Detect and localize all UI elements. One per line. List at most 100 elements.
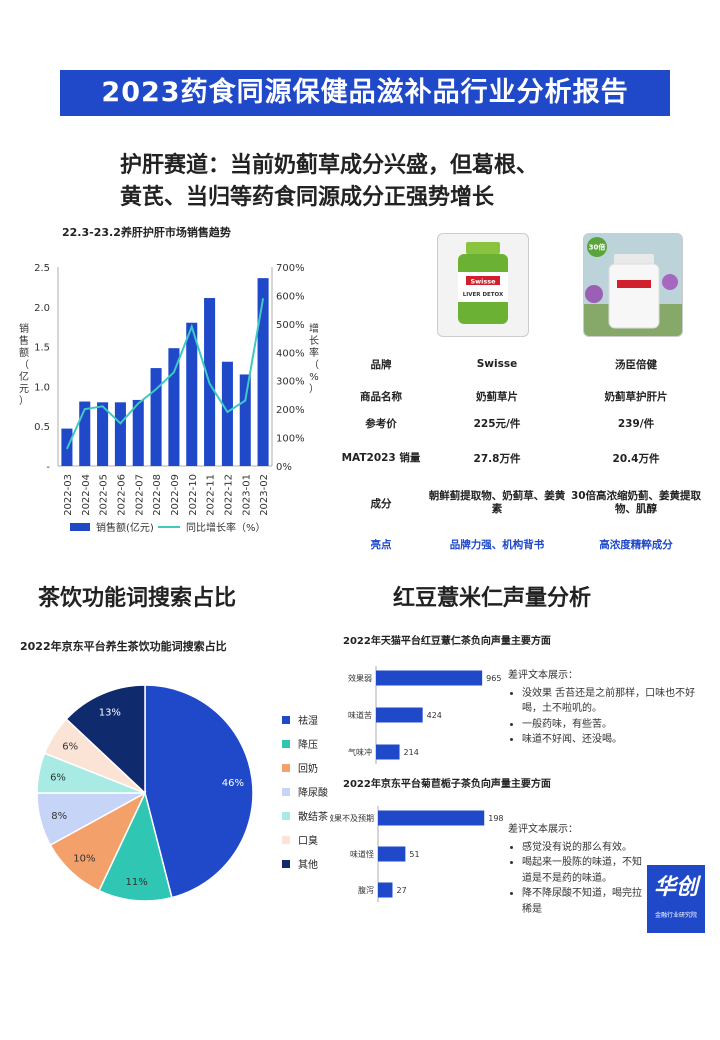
hbar-bar <box>378 882 393 898</box>
tangchen-product-name: 奶蓟草护肝片 <box>604 390 668 403</box>
legend-swatch <box>282 763 290 772</box>
x-tick-label: 2022-11 <box>206 474 217 516</box>
y-axis-label-char: （ <box>19 359 29 371</box>
pie-slice <box>65 684 146 795</box>
hbar-category-label: 效果弱 <box>348 673 372 683</box>
table-row: 成分 朝鲜蓟提取物、奶蓟草、姜黄素 30倍高浓缩奶蓟、姜黄提取物、肌醇 <box>335 488 705 518</box>
sales-bar <box>239 374 251 466</box>
legend-label: 散结茶 <box>298 812 328 823</box>
hbar-category-label: 效果不及预期 <box>330 813 374 823</box>
logo-text: 华创 <box>653 875 698 900</box>
y2-tick-label: 0% <box>276 462 292 473</box>
tmall-negative-voice-chart: 效果弱 965 味道苦 424 气味冲 214 <box>348 666 501 764</box>
y-axis-label-char: 元 <box>19 384 29 395</box>
x-tick-label: 2022-07 <box>134 474 145 516</box>
swisse-highlight: 品牌力强、机构背书 <box>449 538 545 551</box>
huachuang-logo: 华创 金融行业研究院 <box>647 865 705 933</box>
report-banner-title: 2023药食同源保健品滋补品行业分析报告 <box>60 70 670 116</box>
review-item: 感觉没有说的那么有效。 <box>522 840 646 856</box>
y2-tick-label: 500% <box>276 320 305 331</box>
hbar-category-label: 味道怪 <box>350 849 374 859</box>
swisse-price: 225元/件 <box>473 417 521 430</box>
y-tick-label: 1.5 <box>34 343 50 354</box>
sales-bar <box>114 402 126 466</box>
legend-swatch <box>282 739 290 748</box>
hbar-category-label: 腹泻 <box>358 885 374 895</box>
legend-swatch <box>282 859 290 868</box>
y2-tick-label: 600% <box>276 291 305 302</box>
jd-review-block: 差评文本展示： 感觉没有说的那么有效。 喝起来一股陈的味道，不知道是不是药的味道… <box>508 822 646 917</box>
swisse-product-image: Swisse LIVER DETOX <box>437 233 529 337</box>
sales-bar <box>221 361 233 466</box>
tangchen-brand: 汤臣倍健 <box>615 358 657 371</box>
table-row: 参考价 225元/件 239/件 <box>335 415 705 431</box>
legend-label: 降压 <box>298 740 318 751</box>
y2-tick-label: 300% <box>276 377 305 388</box>
legend-swatch <box>282 787 290 796</box>
row-label-highlight: 亮点 <box>370 538 392 551</box>
hbar-bar <box>378 846 406 862</box>
swisse-product-name: 奶蓟草片 <box>476 390 518 403</box>
pie-value-label: 6% <box>62 742 78 753</box>
x-tick-label: 2022-09 <box>170 474 181 516</box>
tea-search-pie-chart: 46% 11% 10% 8% 6% 6% 13% <box>36 684 254 902</box>
legend-bar-swatch <box>70 523 90 531</box>
legend-swatch <box>282 715 290 724</box>
y-axis-label-char: 额 <box>19 346 29 359</box>
hbar-value-label: 27 <box>396 886 406 895</box>
legend-label: 祛湿 <box>298 716 318 727</box>
pie-slice <box>144 684 254 899</box>
review-item: 降不降尿酸不知道，喝完拉稀是 <box>522 886 646 917</box>
row-label-sales: MAT2023 销量 <box>341 451 421 464</box>
y2-axis-label-char: ） <box>309 383 319 395</box>
hbar-value-label: 965 <box>486 674 501 683</box>
pie-legend: 祛湿降压回奶降尿酸散结茶口臭其他 <box>282 712 362 872</box>
y2-tick-label: 700% <box>276 263 305 274</box>
y2-tick-label: 100% <box>276 434 305 445</box>
y2-axis-label-char: % <box>309 372 319 383</box>
review-item: 味道不好闻、还没喝。 <box>522 732 698 748</box>
pie-legend-item: 降尿酸 <box>282 784 328 799</box>
sales-bar <box>97 402 109 466</box>
hbar-value-label: 424 <box>427 711 442 720</box>
tangchen-product-image: 30倍 <box>583 233 683 337</box>
pie-legend-item: 口臭 <box>282 832 318 847</box>
table-row: 商品名称 奶蓟草片 奶蓟草护肝片 <box>335 388 705 404</box>
x-tick-label: 2022-06 <box>116 474 127 516</box>
jd-negative-voice-chart: 效果不及预期 198 味道怪 51 腹泻 27 <box>330 806 504 902</box>
swisse-sales: 27.8万件 <box>473 452 521 465</box>
hbar-category-label: 味道苦 <box>348 710 372 720</box>
legend-label: 回奶 <box>298 764 318 775</box>
pie-chart-title: 2022年京东平台养生茶饮功能词搜索占比 <box>20 640 227 653</box>
x-tick-label: 2022-03 <box>63 474 74 516</box>
logo-subtext: 金融行业研究院 <box>654 912 697 919</box>
y2-axis-label-char: 长 <box>309 335 319 347</box>
liver-chart-title: 22.3-23.2养肝护肝市场销售趋势 <box>62 226 231 239</box>
legend-label: 其他 <box>298 860 318 871</box>
row-label-price: 参考价 <box>365 417 397 430</box>
pie-value-label: 11% <box>126 877 148 888</box>
growth-rate-line <box>66 298 265 450</box>
pie-legend-item: 其他 <box>282 856 318 871</box>
legend-bar-label: 销售额(亿元) <box>96 521 154 534</box>
swisse-ingredients: 朝鲜蓟提取物、奶蓟草、姜黄素 <box>428 490 566 515</box>
x-tick-label: 2022-05 <box>99 474 110 516</box>
sales-bar <box>257 278 269 466</box>
sales-bar <box>132 399 144 466</box>
tangchen-bottle-icon: 30倍 <box>584 234 682 336</box>
x-tick-label: 2022-04 <box>81 474 92 516</box>
x-tick-label: 2022-10 <box>188 474 199 516</box>
review-item: 一般药味，有些苦。 <box>522 717 698 733</box>
tangchen-price: 239/件 <box>617 417 655 430</box>
y2-tick-label: 200% <box>276 405 305 416</box>
pie-legend-item: 回奶 <box>282 760 318 775</box>
tangchen-highlight: 高浓度精粹成分 <box>599 538 673 551</box>
x-tick-label: 2022-12 <box>223 474 234 516</box>
hbar1-title: 2022年天猫平台红豆薏仁茶负向声量主要方面 <box>343 636 551 647</box>
subtitle-line-2: 黄芪、当归等药食同源成分正强势增长 <box>120 185 495 210</box>
bean-section-heading: 红豆薏米仁声量分析 <box>393 586 592 611</box>
x-tick-label: 2023-02 <box>259 474 270 516</box>
hbar-value-label: 214 <box>404 748 419 757</box>
swisse-brand-text: Swisse <box>470 278 496 286</box>
subtitle-line-1: 护肝赛道：当前奶蓟草成分兴盛，但葛根、 <box>120 153 539 178</box>
